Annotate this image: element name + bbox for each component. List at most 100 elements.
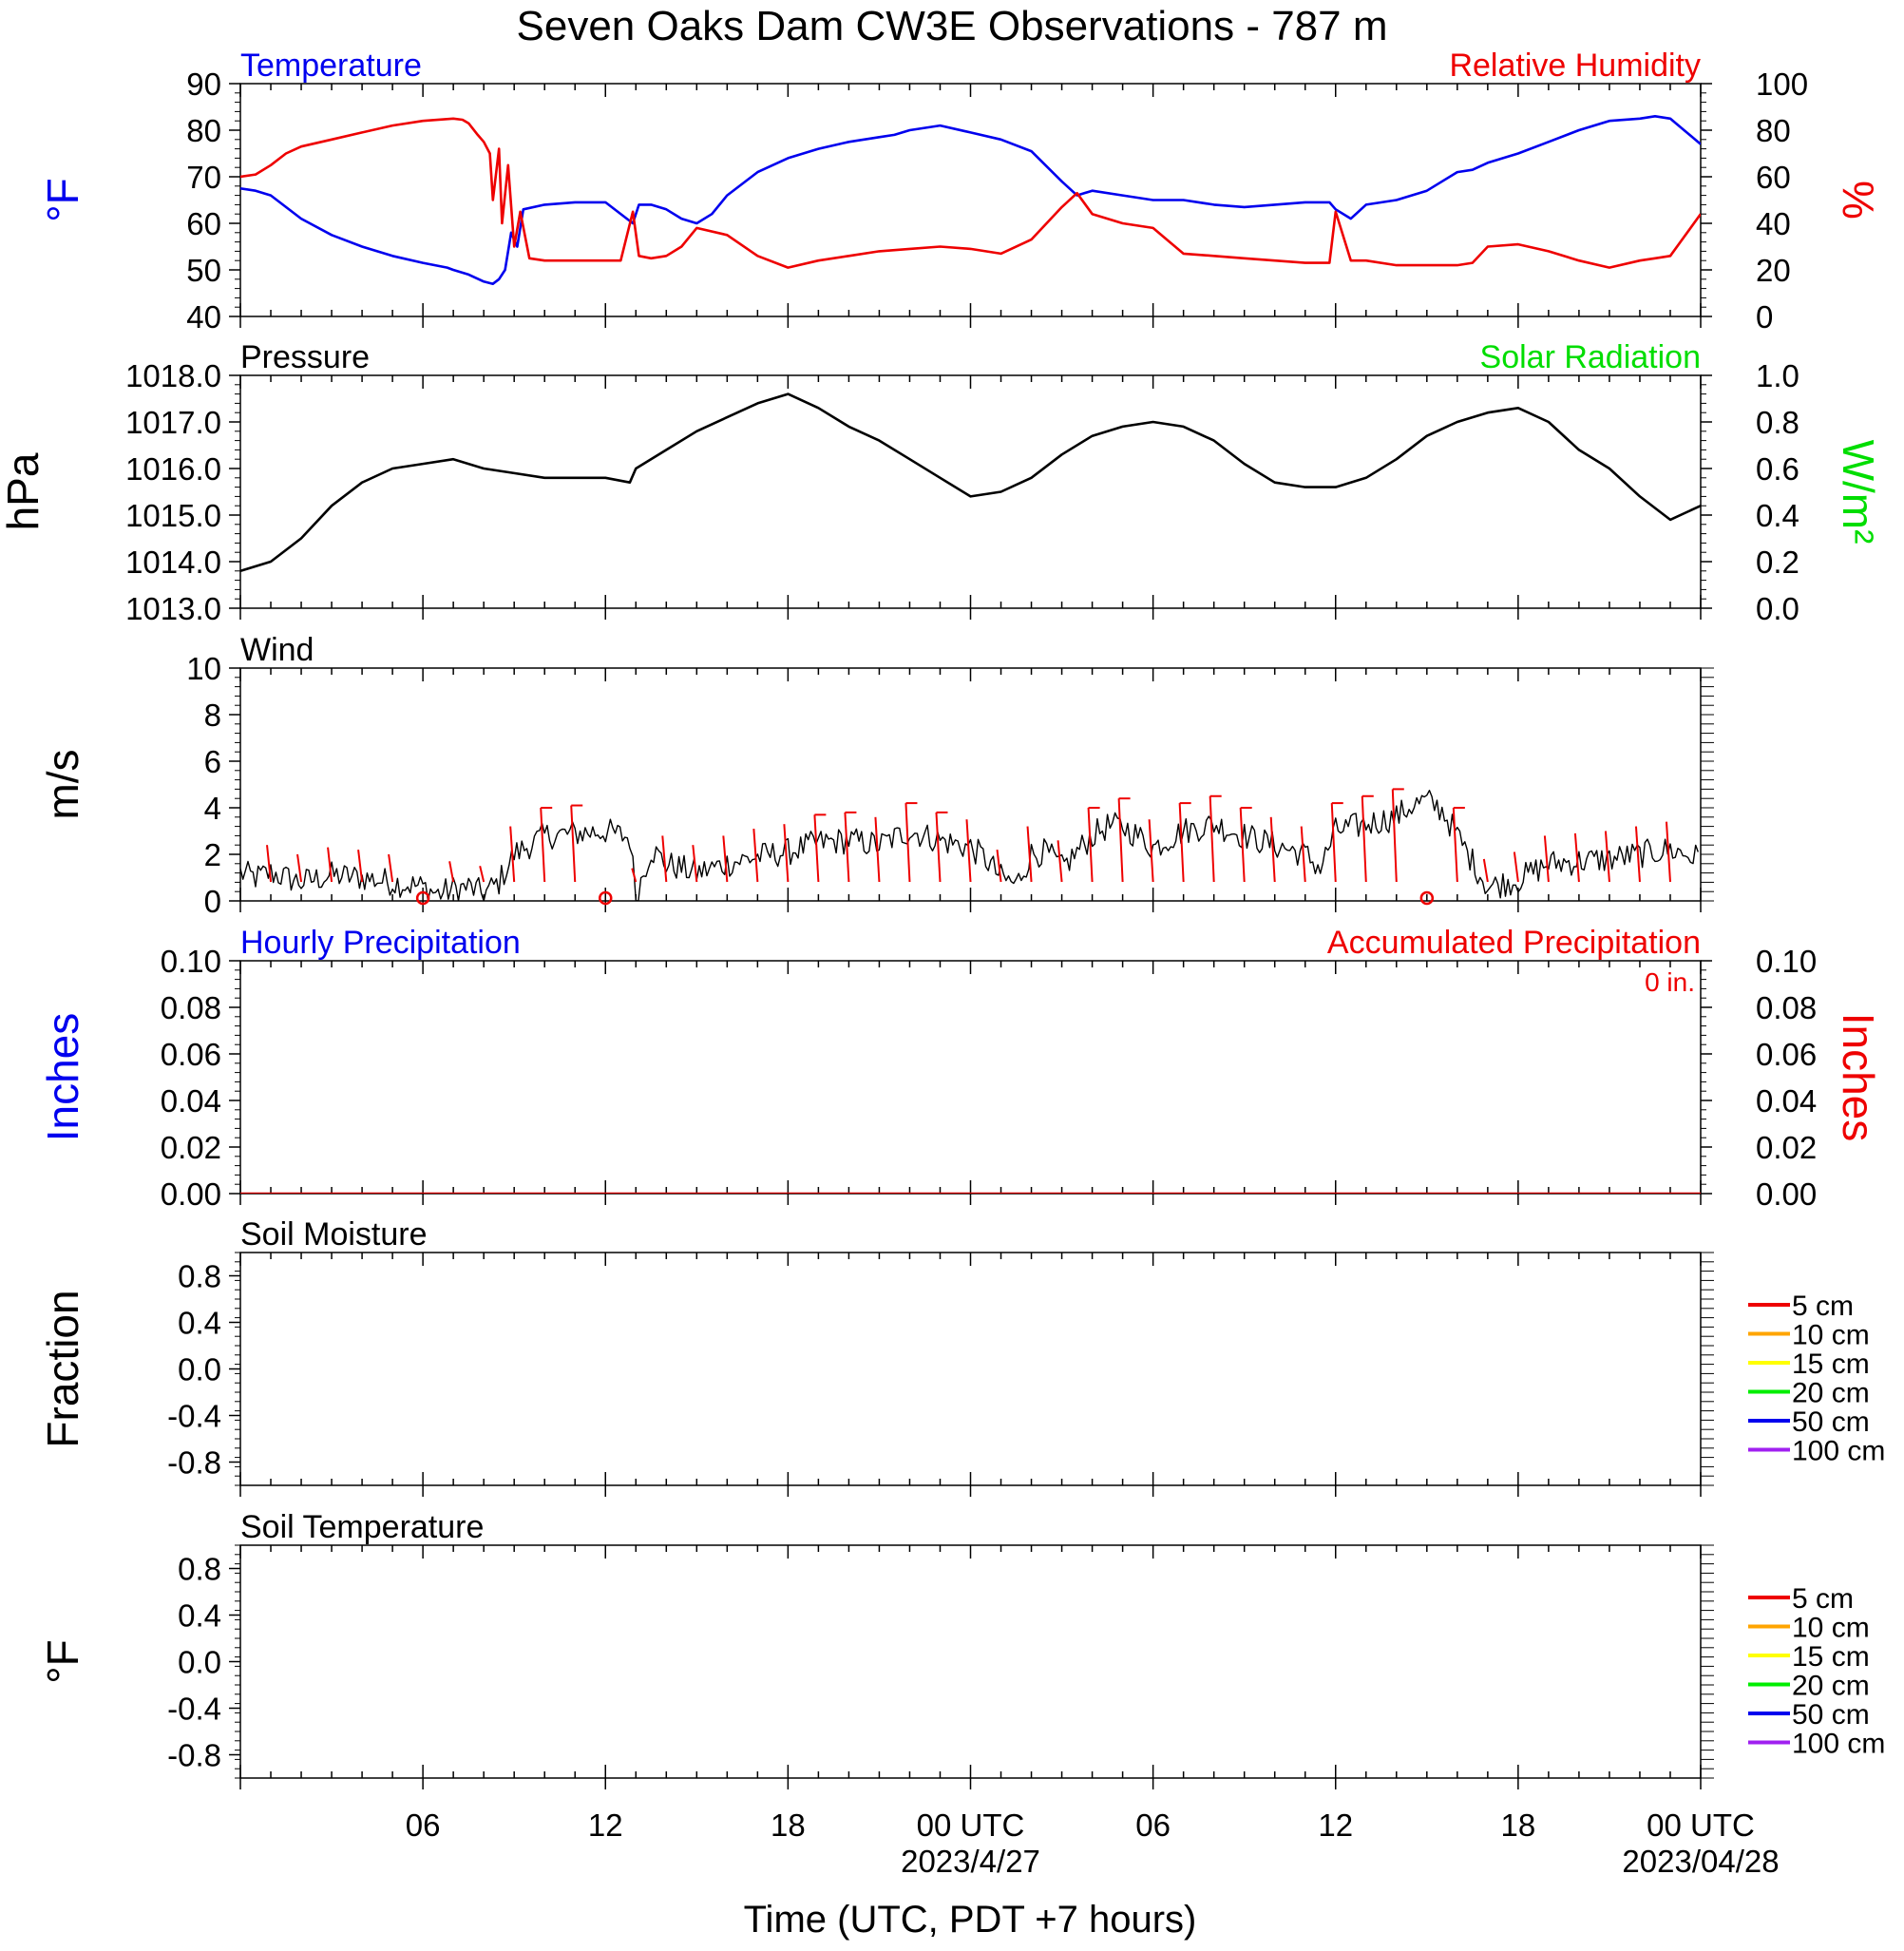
y-tick-label: 1013.0: [125, 591, 221, 626]
y-tick-label: -0.4: [167, 1692, 221, 1727]
wind-barb: [1057, 840, 1063, 883]
wind-barb: [1026, 826, 1033, 883]
wind-barb: [266, 845, 273, 883]
x-tick-label: 18: [771, 1808, 806, 1843]
wind-barb: [1452, 807, 1458, 883]
wind-barb: [631, 868, 638, 883]
wind-barb: [1087, 807, 1094, 883]
panel-right-title: Relative Humidity: [1449, 48, 1701, 84]
y-tick-label: 40: [186, 299, 221, 335]
legend-label: 50 cm: [1792, 1406, 1870, 1438]
legend-label: 20 cm: [1792, 1378, 1870, 1409]
y-tick-label: 1017.0: [125, 405, 221, 440]
legend-label: 10 cm: [1792, 1613, 1870, 1644]
y2-tick-label: 1.0: [1756, 358, 1799, 393]
x-tick-date: 2023/4/27: [901, 1844, 1040, 1879]
legend-label: 50 cm: [1792, 1699, 1870, 1731]
y2-tick-label: 0.8: [1756, 405, 1799, 440]
panel-pressure_solar: Pressure Solar Radiation 1018.0 1017.0 1016.…: [0, 339, 1883, 626]
y-tick-label: 0.08: [161, 990, 221, 1025]
y-tick-label: 0: [204, 884, 221, 919]
y2-tick-label: 0.2: [1756, 545, 1799, 580]
y2-axis-label: Inches: [1834, 1013, 1883, 1142]
x-tick-label: 12: [1318, 1808, 1353, 1843]
y-axis-label: Fraction: [38, 1290, 87, 1447]
panel-left-title: Soil Moisture: [240, 1216, 428, 1253]
wind-barb: [722, 835, 729, 883]
wind-barb: [570, 805, 577, 883]
wind-barb: [1604, 831, 1610, 883]
legend-label: 5 cm: [1792, 1291, 1854, 1322]
y-tick-label: 8: [204, 698, 221, 733]
wind-barb: [935, 812, 942, 883]
y-tick-label: 2: [204, 837, 221, 872]
wind-barb: [1361, 795, 1367, 883]
y-tick-label: 0.00: [161, 1176, 221, 1212]
y-tick-label: 0.8: [178, 1259, 221, 1294]
panel-frame: [239, 1252, 1702, 1486]
panel-wind: Wind 10 8 6 4 2 0 m/s: [38, 632, 1714, 919]
series-line-pressure: [240, 392, 1701, 573]
y-axis-label: Inches: [38, 1013, 87, 1142]
panel-frame: [239, 1544, 1702, 1779]
y-tick-label: 1018.0: [125, 358, 221, 393]
wind-barb: [1391, 789, 1398, 883]
legend-label: 15 cm: [1792, 1348, 1870, 1380]
y-tick-label: 90: [186, 67, 221, 102]
wind-barb: [1117, 798, 1124, 883]
y-axis-label: °F: [38, 178, 87, 222]
y2-tick-label: 0.6: [1756, 451, 1799, 487]
wind-barb: [1482, 858, 1489, 883]
y-tick-label: 10: [186, 651, 221, 686]
wind-barb: [996, 849, 1002, 883]
y2-tick-label: 60: [1756, 160, 1791, 195]
panel-left-title: Pressure: [240, 339, 370, 375]
y-axis-label: hPa: [0, 452, 48, 530]
y2-axis-label: %: [1834, 181, 1883, 220]
y2-tick-label: 0.04: [1756, 1083, 1817, 1119]
x-axis-title: Time (UTC, PDT +7 hours): [744, 1899, 1197, 1941]
wind-barb: [783, 824, 790, 883]
y-tick-label: 6: [204, 744, 221, 779]
y-tick-label: 0.02: [161, 1130, 221, 1165]
legend-label: 100 cm: [1792, 1436, 1885, 1467]
y2-axis-label: W/m²: [1834, 440, 1883, 545]
y-tick-label: 0.10: [161, 944, 221, 979]
y-tick-label: 80: [186, 113, 221, 148]
wind-barb: [1300, 826, 1306, 883]
panel-precipitation: Hourly Precipitation Accumulated Precipit…: [38, 925, 1883, 1212]
wind-barb: [874, 816, 881, 883]
x-tick-label: 12: [588, 1808, 623, 1843]
x-tick-label: 06: [1135, 1808, 1171, 1843]
wind-barb: [296, 853, 303, 883]
chart-panels: Temperature Relative Humidity908070605040…: [0, 48, 1885, 1789]
y-tick-label: 0.4: [178, 1598, 221, 1634]
y-tick-label: 1016.0: [125, 451, 221, 487]
y-tick-label: 0.0: [178, 1645, 221, 1680]
wind-barb: [1543, 835, 1550, 883]
y-tick-label: 0.0: [178, 1352, 221, 1387]
calm-wind-marker: [415, 890, 430, 906]
panel-temperature_humidity: Temperature Relative Humidity 90 80 70 60 50 40…: [38, 48, 1883, 335]
y2-tick-label: 40: [1756, 206, 1791, 241]
panel-left-title: Wind: [240, 632, 314, 668]
y-tick-label: 1014.0: [125, 545, 221, 580]
wind-barb: [1513, 851, 1519, 883]
wind-barb: [509, 826, 516, 883]
legend-label: 20 cm: [1792, 1671, 1870, 1702]
y2-tick-label: 0.06: [1756, 1037, 1817, 1072]
y-tick-label: 0.04: [161, 1083, 221, 1119]
y2-tick-label: 0.10: [1756, 944, 1817, 979]
wind-barb: [1209, 795, 1215, 883]
y-tick-label: -0.8: [167, 1738, 221, 1773]
wind-barb: [1239, 807, 1246, 883]
x-tick-label: 00 UTC: [917, 1808, 1025, 1843]
wind-barb: [357, 849, 364, 883]
y2-tick-label: 0.0: [1756, 591, 1799, 626]
panel-left-title: Temperature: [240, 48, 422, 84]
y2-tick-label: 20: [1756, 253, 1791, 288]
legend-label: 100 cm: [1792, 1729, 1885, 1760]
wind-barb: [448, 861, 455, 883]
panel-left-title: Hourly Precipitation: [240, 925, 521, 961]
